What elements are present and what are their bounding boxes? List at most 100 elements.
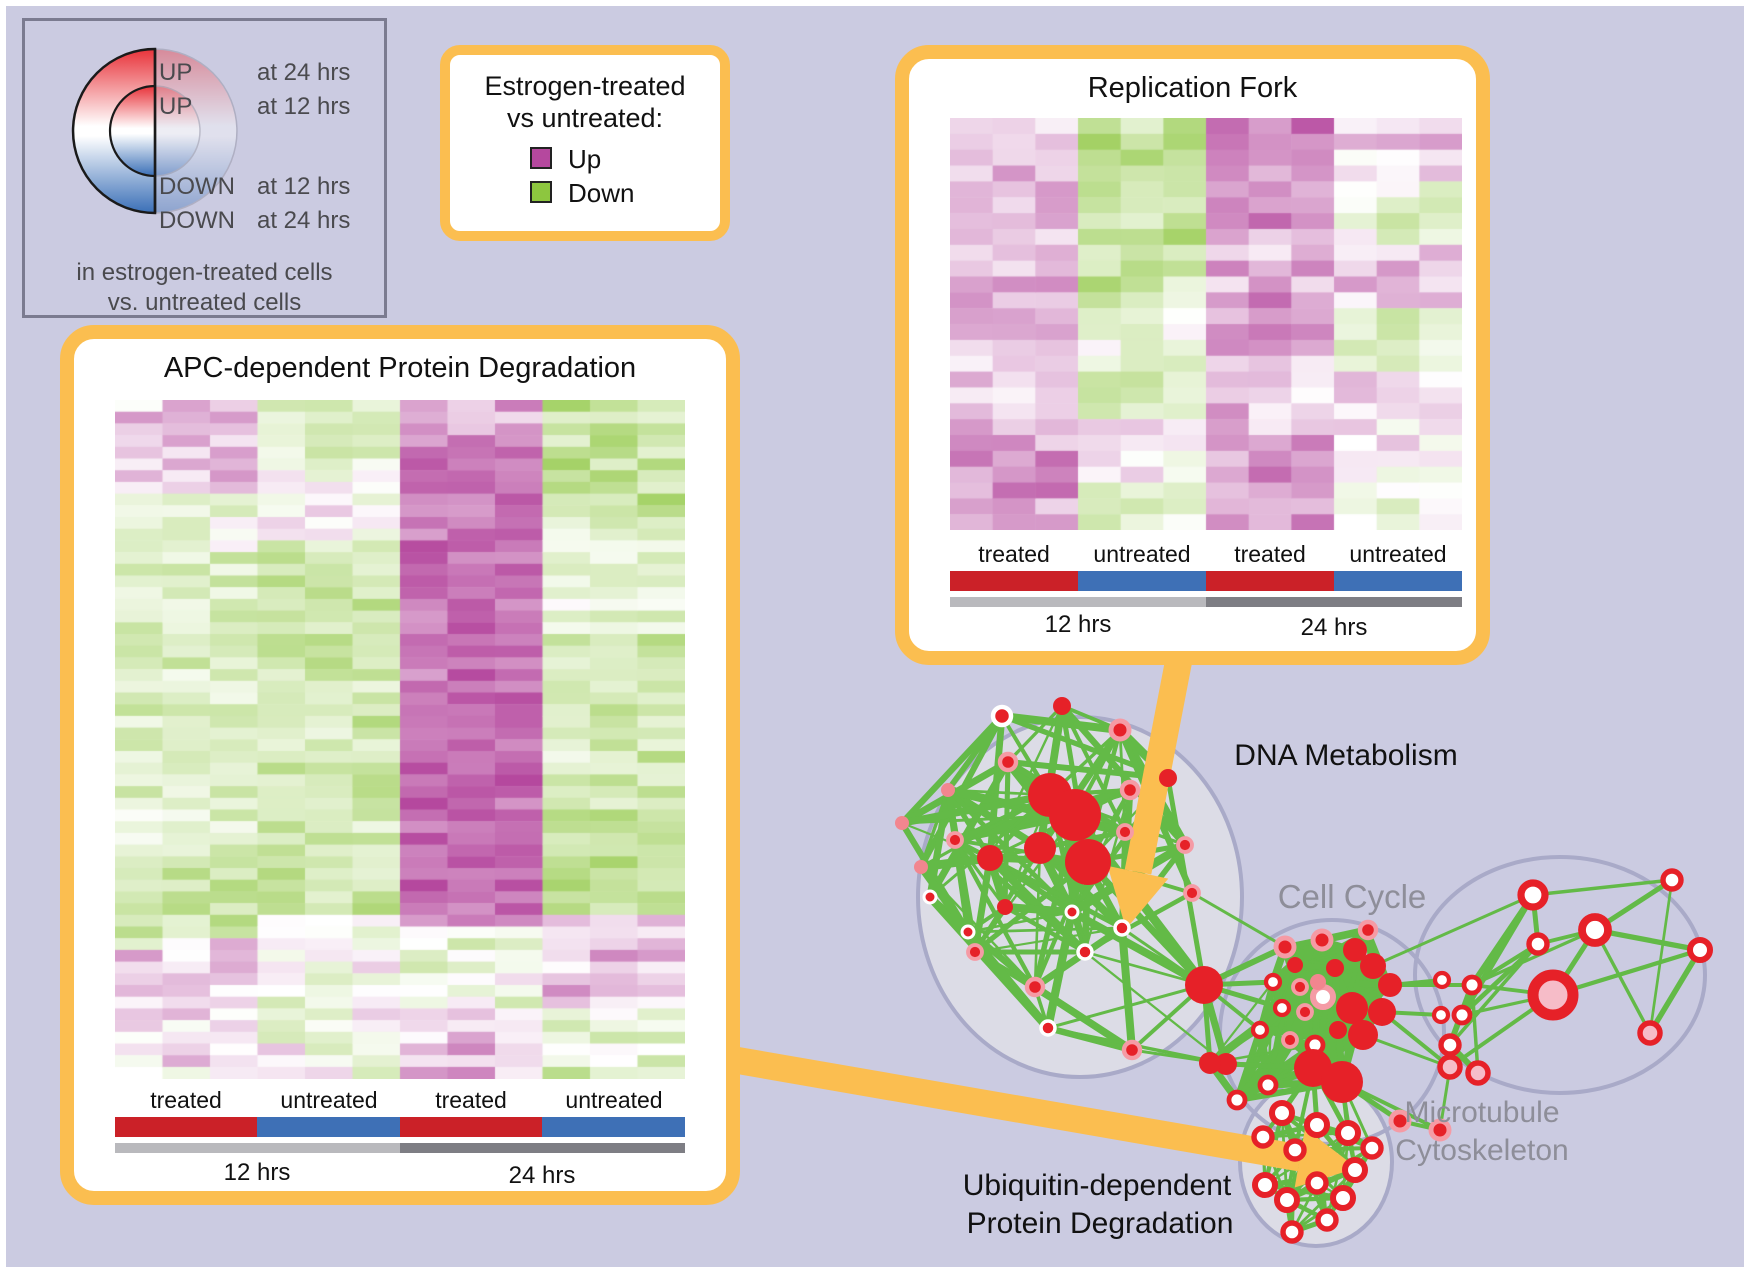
arrow-head-apc-to-ubiquitin — [1294, 1128, 1357, 1188]
network-node — [1310, 974, 1326, 990]
network-node — [1342, 1157, 1368, 1183]
network-node — [1257, 1074, 1279, 1096]
network-node — [1183, 884, 1201, 902]
network-node — [1116, 823, 1134, 841]
network-node — [1368, 998, 1396, 1026]
network-node — [1024, 832, 1056, 864]
rf-24hrs-label: 24 hrs — [1300, 614, 1368, 641]
network-node — [1076, 943, 1094, 961]
network-node — [1360, 1136, 1384, 1160]
network-node — [1315, 1208, 1339, 1232]
apc-12hrs-bar — [115, 1143, 400, 1153]
ring-time-up-outer: at 24 hrs — [257, 59, 351, 86]
network-node — [1291, 978, 1309, 996]
network-node — [1159, 769, 1177, 787]
network-node — [1250, 1020, 1270, 1040]
down-label: Down — [568, 178, 635, 208]
apc-24hrs-bar — [400, 1143, 685, 1153]
replication-fork-panel: Replication Fork treated untreated treat… — [895, 45, 1490, 665]
ring-time-up-inner: at 12 hrs — [257, 93, 351, 120]
rf-untreated-bar-12 — [1078, 571, 1206, 591]
network-node — [1428, 1118, 1452, 1142]
network-node — [1578, 913, 1612, 947]
network-node — [1378, 973, 1402, 997]
updown-title-line2: vs untreated: — [506, 103, 664, 133]
rf-12hrs-bar — [950, 597, 1206, 607]
cluster-circle-microtubule — [1413, 855, 1707, 1095]
network-node — [1687, 937, 1713, 963]
network-node — [1287, 957, 1303, 973]
network-node — [1113, 919, 1131, 937]
rf-col-label-3: treated — [1234, 541, 1306, 567]
network-node — [960, 924, 976, 940]
network-node — [1176, 836, 1194, 854]
network-node — [1215, 1053, 1237, 1075]
network-node — [1283, 1138, 1307, 1162]
rf-12hrs-label: 12 hrs — [1044, 611, 1112, 638]
updown-ring-graphic — [71, 47, 238, 215]
microtubule-label-line2: Cytoskeleton — [1395, 1134, 1569, 1167]
network-node — [1660, 868, 1684, 892]
network-node — [1310, 928, 1334, 952]
network-node — [1263, 972, 1283, 992]
inner-ring-left-half — [108, 84, 157, 178]
network-node — [1465, 1060, 1491, 1086]
network-node — [997, 899, 1013, 915]
network-node — [1527, 969, 1579, 1021]
network-nodes — [895, 697, 1713, 1244]
network-node — [1273, 935, 1297, 959]
network-node — [1280, 1220, 1304, 1244]
apc-untreated-bar-24 — [542, 1117, 685, 1137]
cell-cycle-label: Cell Cycle — [1277, 878, 1427, 915]
connector-arrows — [709, 625, 1357, 1188]
network-node — [1108, 718, 1132, 742]
ring-label-down-inner: DOWN — [159, 173, 235, 200]
microtubule-label-line1: Microtubule — [1404, 1096, 1560, 1129]
network-node — [941, 783, 955, 797]
apc-untreated-bar-12 — [257, 1117, 400, 1137]
network-node — [1357, 919, 1379, 941]
apc-heatmap — [115, 400, 685, 1079]
network-node — [1049, 789, 1101, 841]
arrow-shaft-apc-to-ubiquitin — [709, 1042, 1303, 1172]
network-node — [922, 889, 938, 905]
apc-col-label-2: untreated — [280, 1087, 378, 1113]
rf-treated-bar-12 — [950, 571, 1078, 591]
network-node — [1461, 974, 1483, 996]
network-node — [1039, 1019, 1057, 1037]
rf-panel-title: Replication Fork — [1087, 72, 1298, 104]
network-node — [1388, 1109, 1412, 1133]
network-node — [1199, 1052, 1221, 1074]
network-node — [1226, 1089, 1248, 1111]
network-node — [1310, 984, 1336, 1010]
network-node — [1432, 970, 1452, 990]
rf-untreated-bar-24 — [1334, 571, 1462, 591]
network-node — [1185, 966, 1223, 1004]
network-node — [1274, 1187, 1300, 1213]
network-node — [1451, 1004, 1473, 1026]
rf-col-label-4: untreated — [1349, 541, 1447, 567]
network-node — [1024, 976, 1046, 998]
down-color-swatch — [530, 181, 552, 203]
network-node — [1438, 1033, 1462, 1057]
network-node — [1517, 879, 1549, 911]
apc-treated-bar-24 — [400, 1117, 542, 1137]
network-node — [1326, 959, 1344, 977]
rf-treated-bar-24 — [1206, 571, 1334, 591]
network-node — [895, 816, 909, 830]
ring-time-down-outer: at 24 hrs — [257, 207, 351, 234]
network-node — [1119, 779, 1141, 801]
network-node — [1431, 1005, 1451, 1025]
ring-legend-box: UP at 24 hrs UP at 12 hrs DOWN at 12 hrs… — [22, 18, 387, 318]
network-node — [1296, 1003, 1314, 1021]
apc-panel: APC-dependent Protein Degradation treate… — [60, 325, 740, 1205]
rf-col-label-1: treated — [978, 541, 1050, 567]
network-node — [1304, 1112, 1330, 1138]
network-node — [1360, 953, 1386, 979]
up-color-swatch — [530, 147, 552, 169]
apc-col-label-1: treated — [150, 1087, 222, 1113]
network-node — [1321, 1061, 1363, 1103]
network-node — [1637, 1020, 1663, 1046]
